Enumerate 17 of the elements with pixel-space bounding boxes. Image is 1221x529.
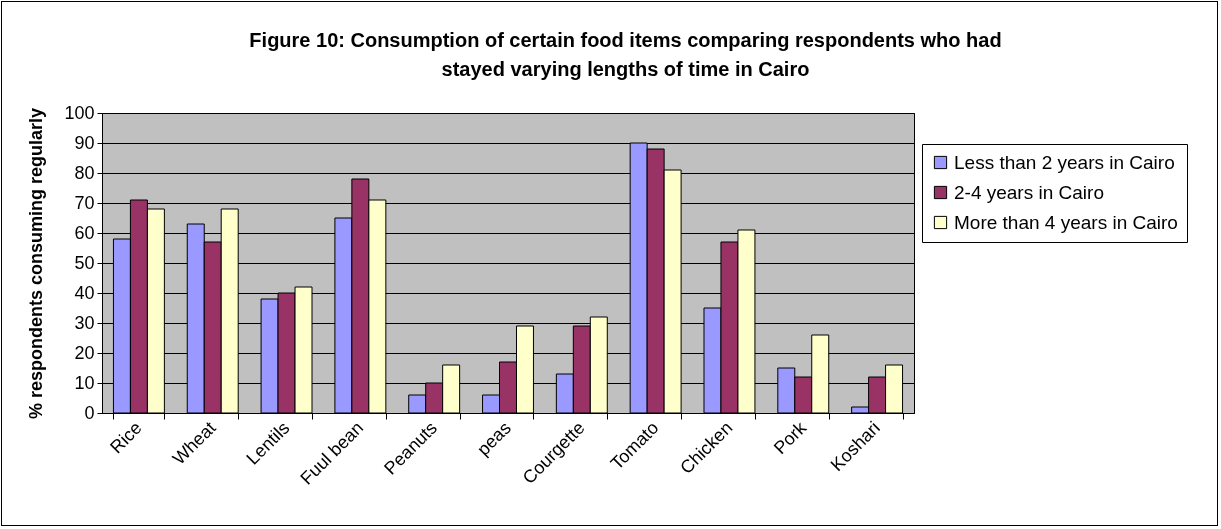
y-axis-title: % respondents consuming regularly <box>26 107 47 420</box>
y-tick-label: 0 <box>84 402 95 423</box>
y-tick-label: 80 <box>74 162 95 183</box>
legend-label: Less than 2 years in Cairo <box>954 151 1175 173</box>
y-tick-label: 20 <box>74 342 95 363</box>
y-tick-label: 60 <box>74 222 95 243</box>
y-tick-label: 40 <box>74 282 95 303</box>
y-tick-label: 70 <box>74 192 95 213</box>
chart-title: Figure 10: Consumption of certain food items comparing respondents who had stayed varying lengths of time in Cairo <box>249 29 1002 80</box>
x-tick-label: Rice <box>106 417 146 458</box>
y-tick-label: 50 <box>74 252 95 273</box>
legend-label: More than 4 years in Cairo <box>954 211 1178 233</box>
legend-label: 2-4 years in Cairo <box>954 181 1104 203</box>
y-tick-label: 100 <box>64 102 95 123</box>
y-tick-label: 90 <box>74 132 95 153</box>
y-tick-label: 10 <box>74 372 95 393</box>
y-tick-label: 30 <box>74 312 95 333</box>
